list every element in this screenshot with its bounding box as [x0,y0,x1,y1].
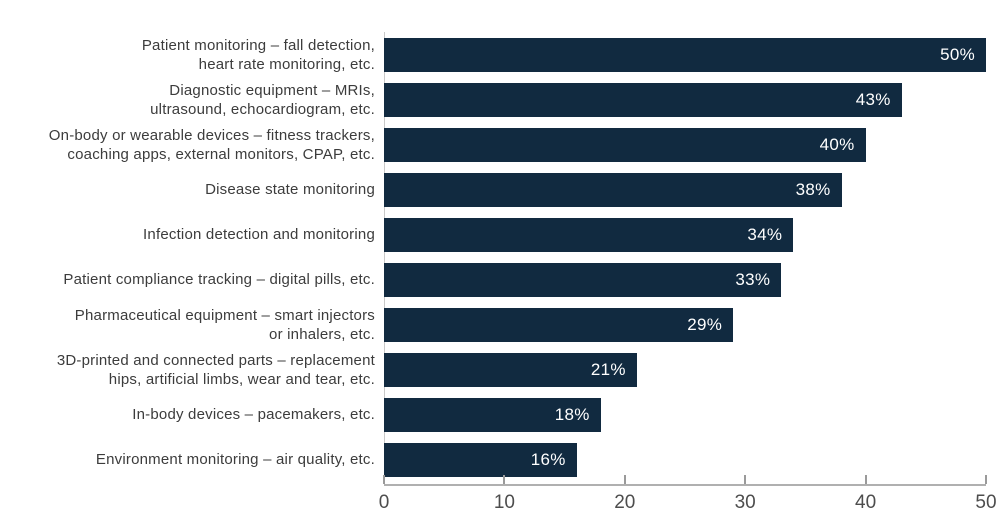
bar-track: 43% [384,82,986,117]
chart-row: Pharmaceutical equipment – smart injecto… [0,302,1000,347]
x-axis-line [384,484,986,486]
chart-row: Environment monitoring – air quality, et… [0,437,1000,482]
plot-left-spine [384,32,385,484]
chart-row: 3D-printed and connected parts – replace… [0,347,1000,392]
bar-value-label: 43% [855,89,891,109]
bar-value-label: 50% [940,44,975,64]
x-axis: 0 10 20 30 40 50 [379,475,997,530]
bar-value-label: 38% [795,179,831,199]
x-axis-tick [985,475,987,484]
chart-row: On-body or wearable devices – fitness tr… [0,122,1000,167]
bar-value-label: 18% [554,404,590,424]
category-label: In-body devices – pacemakers, etc. [132,406,375,423]
bar: 29% [384,307,734,342]
bar-value-label: 40% [819,134,855,154]
bar-track: 50% [384,37,986,72]
bar: 21% [384,352,637,387]
chart-row: In-body devices – pacemakers, etc. 18% [0,392,1000,437]
x-axis-tick [503,475,506,484]
category-label: Diagnostic equipment – MRIs, ultrasound,… [150,81,375,118]
category-label: Pharmaceutical equipment – smart injecto… [74,306,375,343]
x-axis-tick [383,475,385,484]
category-label: 3D-printed and connected parts – replace… [56,351,375,388]
bar-value-label: 16% [530,449,566,469]
category-label: Environment monitoring – air quality, et… [95,451,375,468]
category-label: Patient monitoring – fall detection, hea… [141,36,375,73]
x-axis-tick [623,475,626,484]
bar: 40% [384,127,866,162]
bar: 34% [384,217,794,252]
bar: 18% [384,397,601,432]
chart-row: Disease state monitoring 38% [0,167,1000,212]
bar-value-label: 21% [590,359,626,379]
bar-track: 21% [384,352,986,387]
bar: 16% [384,442,577,477]
x-axis-tick-label: 20 [614,492,636,513]
bar-track: 29% [384,307,986,342]
chart-row: Infection detection and monitoring 34% [0,212,1000,257]
x-axis-tick [864,475,867,484]
x-axis-tick-label: 10 [493,492,515,513]
bar-track: 40% [384,127,986,162]
bar-track: 38% [384,172,986,207]
bar: 50% [384,37,986,72]
chart-row: Diagnostic equipment – MRIs, ultrasound,… [0,77,1000,122]
x-axis-tick [744,475,747,484]
bar-track: 16% [384,442,986,477]
bar-value-label: 34% [747,224,783,244]
chart-row: Patient monitoring – fall detection, hea… [0,32,1000,77]
category-label: Disease state monitoring [205,181,375,198]
category-label: On-body or wearable devices – fitness tr… [48,126,375,163]
x-axis-tick-label: 30 [734,492,756,513]
bar-value-label: 33% [735,269,771,289]
category-label: Infection detection and monitoring [143,226,375,243]
bar: 33% [384,262,782,297]
bar: 38% [384,172,842,207]
x-axis-tick-label: 40 [855,492,877,513]
chart-row: Patient compliance tracking – digital pi… [0,257,1000,302]
x-axis-tick-label: 50 [975,492,997,513]
bar-track: 33% [384,262,986,297]
chart-rows: Patient monitoring – fall detection, hea… [0,32,1000,482]
bar-track: 18% [384,397,986,432]
bar-track: 34% [384,217,986,252]
category-label: Patient compliance tracking – digital pi… [63,271,375,288]
x-axis-tick-label: 0 [378,492,390,513]
bar: 43% [384,82,902,117]
bar-value-label: 29% [687,314,723,334]
